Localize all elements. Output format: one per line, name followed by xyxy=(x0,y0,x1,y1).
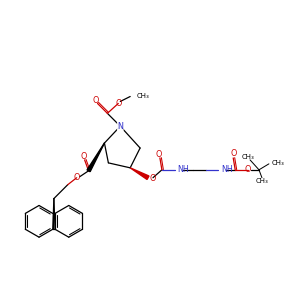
Text: NH: NH xyxy=(178,165,190,174)
Text: N: N xyxy=(117,122,123,131)
Polygon shape xyxy=(130,168,149,179)
Text: O: O xyxy=(115,99,122,108)
Text: O: O xyxy=(74,173,80,182)
Text: O: O xyxy=(156,151,162,160)
Text: CH₃: CH₃ xyxy=(272,160,285,166)
Text: O: O xyxy=(80,152,87,161)
Text: CH₃: CH₃ xyxy=(137,92,150,98)
Text: CH₃: CH₃ xyxy=(256,178,268,184)
Text: O: O xyxy=(245,165,251,174)
Text: NH: NH xyxy=(221,165,233,174)
Text: N: N xyxy=(117,122,123,131)
Text: O: O xyxy=(92,96,99,105)
Text: O: O xyxy=(150,174,156,183)
Polygon shape xyxy=(87,143,104,172)
Text: CH₃: CH₃ xyxy=(242,154,254,160)
Text: O: O xyxy=(230,149,236,158)
